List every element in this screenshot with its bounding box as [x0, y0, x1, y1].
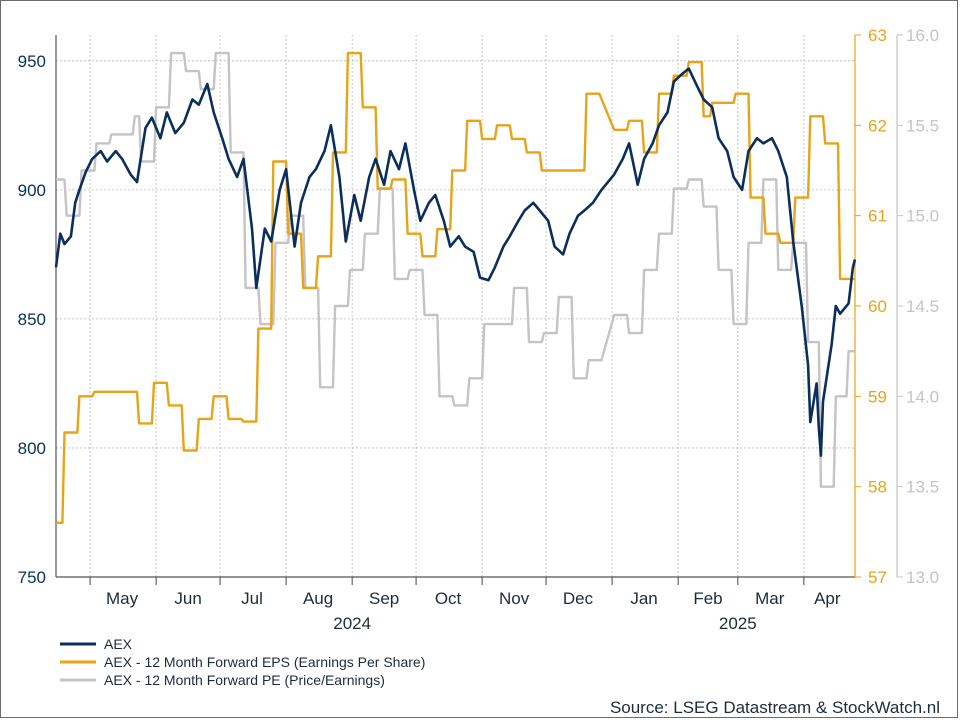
series-line-eps	[56, 51, 855, 524]
month-label: May	[106, 589, 139, 608]
tick-label-left: 900	[18, 181, 46, 200]
tick-label-eps: 61	[868, 207, 887, 226]
tick-labels: 750 800 850 900 950 May Jun Jul Aug Sep Oct Nov Dec J…	[18, 26, 939, 633]
month-label: Apr	[814, 589, 841, 608]
axes	[55, 34, 903, 585]
month-label: Dec	[563, 589, 594, 608]
month-label: Nov	[499, 589, 530, 608]
tick-label-pe: 14.5	[906, 297, 939, 316]
tick-label-left: 800	[18, 439, 46, 458]
tick-label-pe: 14.0	[906, 387, 939, 406]
tick-label-pe: 16.0	[906, 26, 939, 45]
tick-label-left: 950	[18, 52, 46, 71]
grid	[56, 35, 855, 577]
month-label: Aug	[303, 589, 333, 608]
tick-label-pe: 13.0	[906, 568, 939, 587]
month-label: Jul	[241, 589, 263, 608]
source-credit: Source: LSEG Datastream & StockWatch.nl	[610, 698, 940, 717]
year-label: 2025	[719, 614, 757, 633]
tick-label-left: 750	[18, 568, 46, 587]
month-label: Jun	[174, 589, 201, 608]
year-label: 2024	[333, 614, 371, 633]
series-layer	[54, 51, 857, 524]
legend: AEX AEX - 12 Month Forward EPS (Earnings…	[60, 636, 425, 688]
month-label: Sep	[369, 589, 399, 608]
tick-label-eps: 63	[868, 26, 887, 45]
tick-label-eps: 59	[868, 387, 887, 406]
tick-label-eps: 62	[868, 116, 887, 135]
month-label: Oct	[435, 589, 462, 608]
legend-label-aex: AEX	[104, 636, 133, 652]
tick-label-left: 850	[18, 310, 46, 329]
legend-label-pe: AEX - 12 Month Forward PE (Price/Earning…	[104, 672, 385, 688]
tick-label-eps: 60	[868, 297, 887, 316]
tick-label-pe: 15.5	[906, 116, 939, 135]
tick-label-pe: 13.5	[906, 478, 939, 497]
tick-label-eps: 57	[868, 568, 887, 587]
tick-label-eps: 58	[868, 478, 887, 497]
month-label: Mar	[755, 589, 785, 608]
month-label: Jan	[630, 589, 657, 608]
series-line-aex	[54, 67, 857, 457]
month-label: Feb	[693, 589, 722, 608]
series-line-pe	[56, 51, 855, 488]
tick-label-pe: 15.0	[906, 207, 939, 226]
legend-label-eps: AEX - 12 Month Forward EPS (Earnings Per…	[104, 654, 425, 670]
